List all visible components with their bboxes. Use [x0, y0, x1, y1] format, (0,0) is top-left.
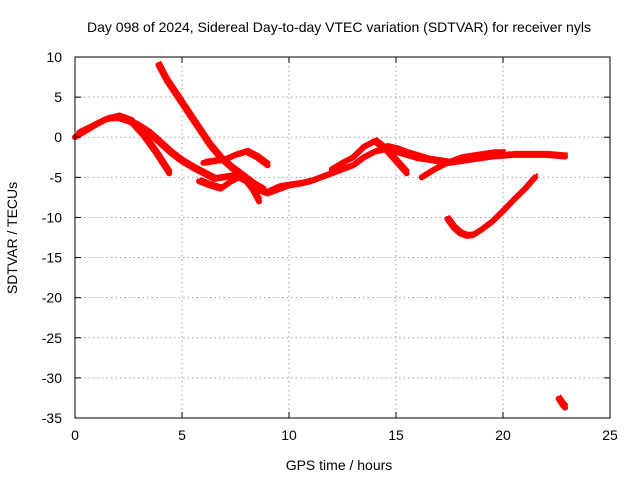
y-tick-label: -10 [42, 209, 62, 225]
x-axis-label: GPS time / hours [286, 457, 393, 473]
y-tick-label: -25 [42, 330, 62, 346]
grid-lines [75, 57, 610, 418]
series-arc-11 [555, 395, 569, 411]
y-tick-label: -35 [42, 410, 62, 426]
y-tick-label: 0 [54, 129, 62, 145]
y-tick-label: -15 [42, 250, 62, 266]
x-tick-label: 15 [388, 427, 404, 443]
series-arc-11-jitter [559, 394, 569, 406]
series-arc-2 [76, 113, 173, 177]
y-tick-label: 5 [54, 89, 62, 105]
series-arc-8 [382, 143, 442, 165]
series-arc-10-jitter [448, 173, 539, 234]
data-series [72, 61, 569, 411]
series-arc-4 [200, 148, 271, 169]
series-arc-7 [328, 138, 410, 177]
series-arc-9-jitter [422, 149, 506, 176]
series-arc-8-jitter [386, 142, 442, 160]
y-tick-label: -30 [42, 370, 62, 386]
x-tick-label: 0 [71, 427, 79, 443]
y-tick-label: 10 [46, 49, 62, 65]
chart-title: Day 098 of 2024, Sidereal Day-to-day VTE… [87, 19, 591, 35]
series-arc-5 [196, 172, 267, 194]
axis-ticks: 0 5 10 15 20 25 10 5 0 -5 -10 -15 -20 -25 -30 -35 [42, 49, 618, 443]
y-tick-label: -5 [50, 169, 63, 185]
y-axis-label: SDTVAR / TECUs [4, 182, 20, 294]
x-tick-label: 5 [178, 427, 186, 443]
series-arc-2-jitter [80, 112, 173, 172]
series-arc-5-jitter [200, 171, 267, 189]
series-arc-9 [418, 150, 506, 181]
y-tick-label: -20 [42, 290, 62, 306]
x-tick-label: 20 [495, 427, 511, 443]
x-tick-label: 25 [602, 427, 618, 443]
x-tick-label: 10 [281, 427, 297, 443]
series-arc-7-jitter [332, 137, 410, 172]
series-arc-4-jitter [204, 147, 271, 164]
plot-frame [74, 56, 611, 419]
